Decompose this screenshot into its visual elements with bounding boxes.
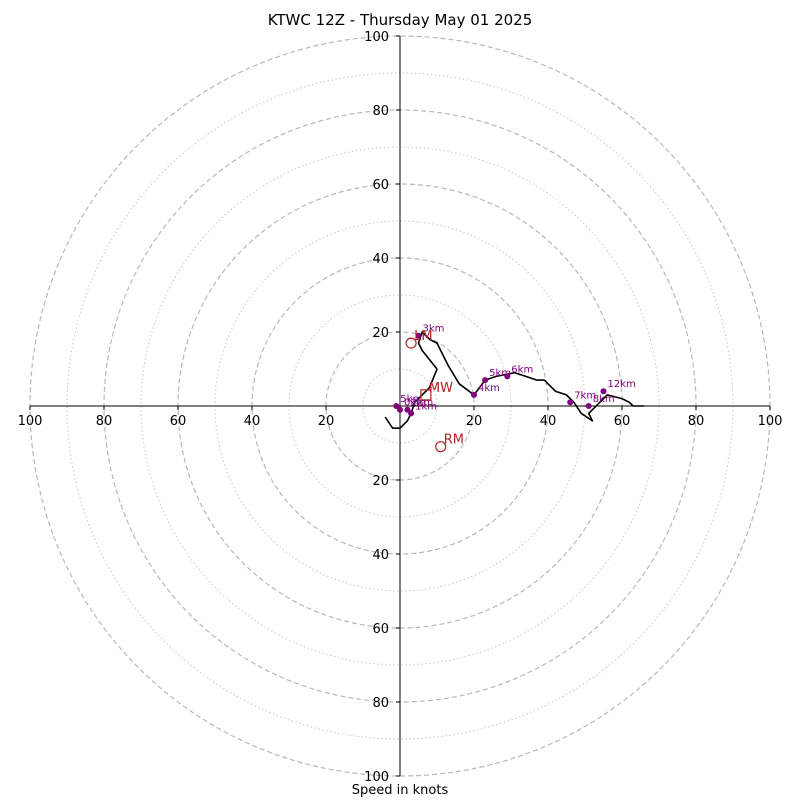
hodograph-trace <box>384 331 645 430</box>
tick-label-bottom-20: 20 <box>372 474 389 489</box>
tick-label-top-40: 40 <box>372 252 389 267</box>
height-label-6: 6km <box>511 364 533 375</box>
storm-motion-rm-marker <box>435 441 447 453</box>
tick-label-left-100: 100 <box>18 414 43 429</box>
height-label-8: 8km <box>593 394 615 405</box>
height-label-0: 0km <box>404 398 426 409</box>
height-marker-10 <box>393 403 400 409</box>
height-marker-7 <box>567 399 574 406</box>
storm-motion-mw-marker <box>420 389 432 401</box>
tick-label-top-80: 80 <box>372 104 389 119</box>
tick-label-right-80: 80 <box>688 414 705 429</box>
height-label-5: 5km <box>489 368 511 379</box>
storm-motion-mw-label: MW <box>429 381 453 396</box>
height-label-7: 7km <box>574 390 596 401</box>
tick-label-right-60: 60 <box>614 414 631 429</box>
tick-label-top-60: 60 <box>372 178 389 193</box>
height-label-2: 2km <box>411 398 433 409</box>
height-marker-9 <box>600 388 607 395</box>
tick-label-right-40: 40 <box>540 414 557 429</box>
height-marker-4 <box>471 391 477 398</box>
height-marker-8 <box>585 403 592 409</box>
storm-motion-lm-label: LM <box>414 329 432 344</box>
tick-label-left-40: 40 <box>244 414 261 429</box>
chart-title: KTWC 12Z - Thursday May 01 2025 <box>267 11 533 29</box>
height-label-9: 12km <box>608 379 636 390</box>
storm-motion-lm-marker <box>405 337 417 349</box>
tick-label-right-100: 100 <box>758 414 783 429</box>
tick-label-left-80: 80 <box>96 414 113 429</box>
height-label-4: 4km <box>478 383 500 394</box>
height-marker-1 <box>408 410 415 417</box>
height-label-10: 5km <box>400 394 422 405</box>
tick-label-left-20: 20 <box>318 414 335 429</box>
tick-label-top-100: 100 <box>364 30 389 45</box>
height-marker-6 <box>504 373 511 380</box>
height-marker-3 <box>415 332 422 339</box>
height-label-1: 1km <box>415 401 437 412</box>
tick-label-left-60: 60 <box>170 414 187 429</box>
tick-label-bottom-100: 100 <box>364 770 389 785</box>
tick-label-bottom-40: 40 <box>372 548 389 563</box>
height-marker-2 <box>404 406 411 413</box>
tick-label-bottom-80: 80 <box>372 696 389 711</box>
storm-motion-rm-label: RM <box>444 433 464 448</box>
x-axis-label: Speed in knots <box>351 783 449 798</box>
tick-label-bottom-60: 60 <box>372 622 389 637</box>
height-marker-0 <box>397 406 403 413</box>
tick-label-right-20: 20 <box>466 414 483 429</box>
tick-label-top-20: 20 <box>372 326 389 341</box>
height-marker-5 <box>482 377 489 384</box>
height-label-3: 3km <box>423 324 445 335</box>
